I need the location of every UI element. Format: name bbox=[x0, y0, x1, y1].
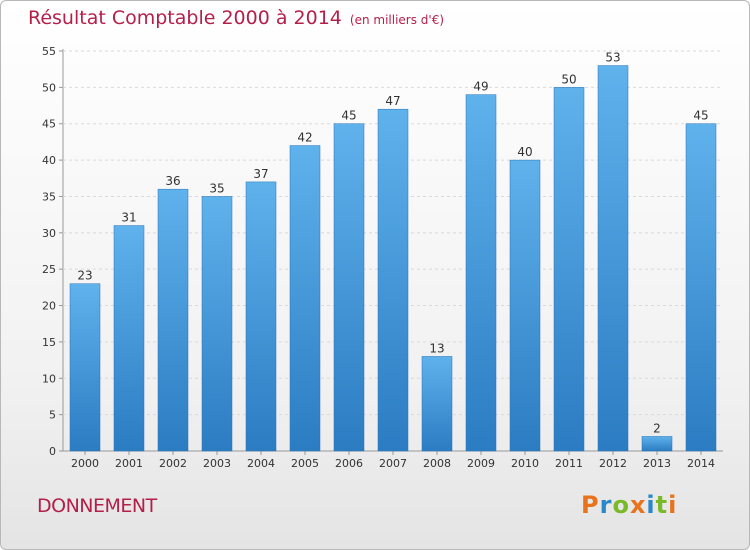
bar bbox=[553, 87, 585, 452]
y-tick-label: 5 bbox=[49, 409, 56, 422]
bar bbox=[113, 225, 145, 452]
bar bbox=[509, 159, 541, 452]
x-tick-label: 2014 bbox=[687, 457, 715, 470]
labels: 0 5 10 15 20 25 30 35 40 45 50 55 23 2000 31 2001 36 2002… bbox=[42, 45, 715, 470]
y-tick-label: 30 bbox=[42, 227, 56, 240]
x-tick-label: 2008 bbox=[423, 457, 451, 470]
bar bbox=[201, 196, 233, 452]
bar bbox=[465, 94, 497, 452]
y-tick-label: 20 bbox=[42, 300, 56, 313]
bar bbox=[333, 123, 365, 452]
x-tick-label: 2000 bbox=[71, 457, 99, 470]
commune-name: DONNEMENT bbox=[37, 495, 157, 517]
data-label: 50 bbox=[561, 72, 576, 86]
bar bbox=[157, 188, 189, 452]
x-tick-label: 2006 bbox=[335, 457, 363, 470]
logo-letter: r bbox=[599, 491, 613, 519]
data-label: 45 bbox=[341, 109, 356, 123]
logo-letter: x bbox=[629, 491, 647, 519]
y-tick-label: 50 bbox=[42, 81, 56, 94]
proxiti-logo: Proxiti bbox=[581, 491, 677, 519]
bar bbox=[421, 356, 453, 452]
y-tick-label: 0 bbox=[49, 445, 56, 458]
logo-letter: P bbox=[581, 491, 600, 519]
data-label: 37 bbox=[253, 167, 268, 181]
data-label: 53 bbox=[605, 51, 620, 65]
y-tick-label: 40 bbox=[42, 154, 56, 167]
x-tick-label: 2010 bbox=[511, 457, 539, 470]
x-tick-label: 2009 bbox=[467, 457, 495, 470]
bar bbox=[69, 283, 101, 452]
data-label: 36 bbox=[165, 174, 180, 188]
y-tick-label: 10 bbox=[42, 372, 56, 385]
logo-letter: i bbox=[646, 491, 656, 519]
chart-subtitle: (en milliers d'€) bbox=[349, 13, 445, 27]
bar bbox=[641, 436, 673, 452]
x-tick-label: 2004 bbox=[247, 457, 275, 470]
x-tick-label: 2011 bbox=[555, 457, 583, 470]
x-tick-label: 2003 bbox=[203, 457, 231, 470]
logo-letter: t bbox=[655, 491, 669, 519]
y-tick-label: 25 bbox=[42, 263, 56, 276]
y-tick-label: 45 bbox=[42, 118, 56, 131]
bar bbox=[289, 145, 321, 452]
data-label: 2 bbox=[653, 421, 661, 435]
bar bbox=[685, 123, 717, 452]
x-tick-label: 2005 bbox=[291, 457, 319, 470]
bar bbox=[597, 65, 629, 452]
bar bbox=[245, 181, 277, 452]
logo-letter: i bbox=[668, 491, 678, 519]
x-tick-label: 2007 bbox=[379, 457, 407, 470]
x-tick-label: 2013 bbox=[643, 457, 671, 470]
data-label: 31 bbox=[121, 211, 136, 225]
data-label: 40 bbox=[517, 145, 532, 159]
y-tick-label: 55 bbox=[42, 45, 56, 58]
data-label: 45 bbox=[693, 109, 708, 123]
x-tick-label: 2012 bbox=[599, 457, 627, 470]
y-tick-label: 35 bbox=[42, 190, 56, 203]
x-tick-label: 2001 bbox=[115, 457, 143, 470]
logo-letter: o bbox=[612, 491, 630, 519]
bar bbox=[377, 108, 409, 452]
data-label: 35 bbox=[209, 181, 224, 195]
data-label: 49 bbox=[473, 80, 488, 94]
data-label: 47 bbox=[385, 94, 400, 108]
chart-title: Résultat Comptable 2000 à 2014 (en millie… bbox=[28, 7, 445, 29]
data-label: 42 bbox=[297, 131, 312, 145]
bars bbox=[69, 65, 717, 452]
y-tick-label: 15 bbox=[42, 336, 56, 349]
data-label: 13 bbox=[429, 341, 444, 355]
data-label: 23 bbox=[77, 269, 92, 283]
x-tick-label: 2002 bbox=[159, 457, 187, 470]
